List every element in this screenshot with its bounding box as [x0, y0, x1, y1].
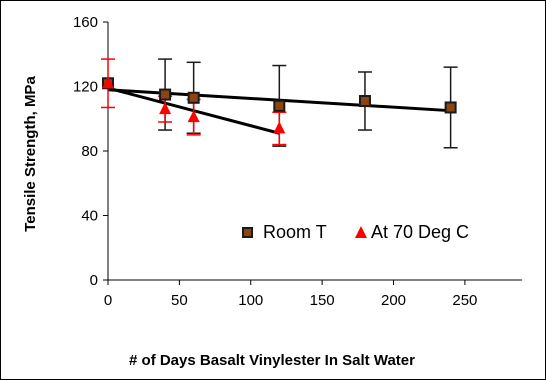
- y-tick-label: 40: [81, 208, 98, 225]
- x-tick-label: 0: [104, 292, 112, 309]
- legend: Room T At 70 Deg C: [242, 222, 469, 242]
- data-point-room-t: [444, 101, 457, 114]
- y-tick-label: 160: [73, 14, 98, 31]
- y-tick-label: 0: [90, 272, 98, 289]
- x-tick-label: 50: [171, 292, 188, 309]
- data-point-room-t: [358, 95, 371, 108]
- x-tick-label: 250: [452, 292, 477, 309]
- legend-marker-room-t: [242, 227, 253, 238]
- data-point-70c: [102, 76, 114, 89]
- x-axis-title: # of Days Basalt Vinylester In Salt Wate…: [129, 352, 415, 369]
- data-point-room-t: [273, 99, 286, 112]
- y-tick-label: 80: [81, 143, 98, 160]
- legend-marker-70c: [355, 226, 367, 238]
- data-points: [102, 76, 457, 134]
- legend-label-70c: At 70 Deg C: [371, 222, 469, 242]
- x-tick-label: 150: [310, 292, 335, 309]
- tick-labels: 0 40 80 120 160 0 50 100 150 200 250: [73, 14, 477, 309]
- data-point-room-t: [187, 91, 200, 104]
- data-point-70c: [159, 102, 172, 115]
- x-tick-label: 200: [381, 292, 406, 309]
- x-tick-label: 100: [238, 292, 263, 309]
- data-point-70c: [273, 121, 286, 134]
- y-tick-label: 120: [73, 79, 98, 96]
- data-point-70c: [187, 110, 200, 123]
- legend-label-room-t: Room T: [263, 222, 327, 242]
- y-axis-title: Tensile Strength, MPa: [22, 76, 39, 232]
- data-point-room-t: [159, 88, 172, 101]
